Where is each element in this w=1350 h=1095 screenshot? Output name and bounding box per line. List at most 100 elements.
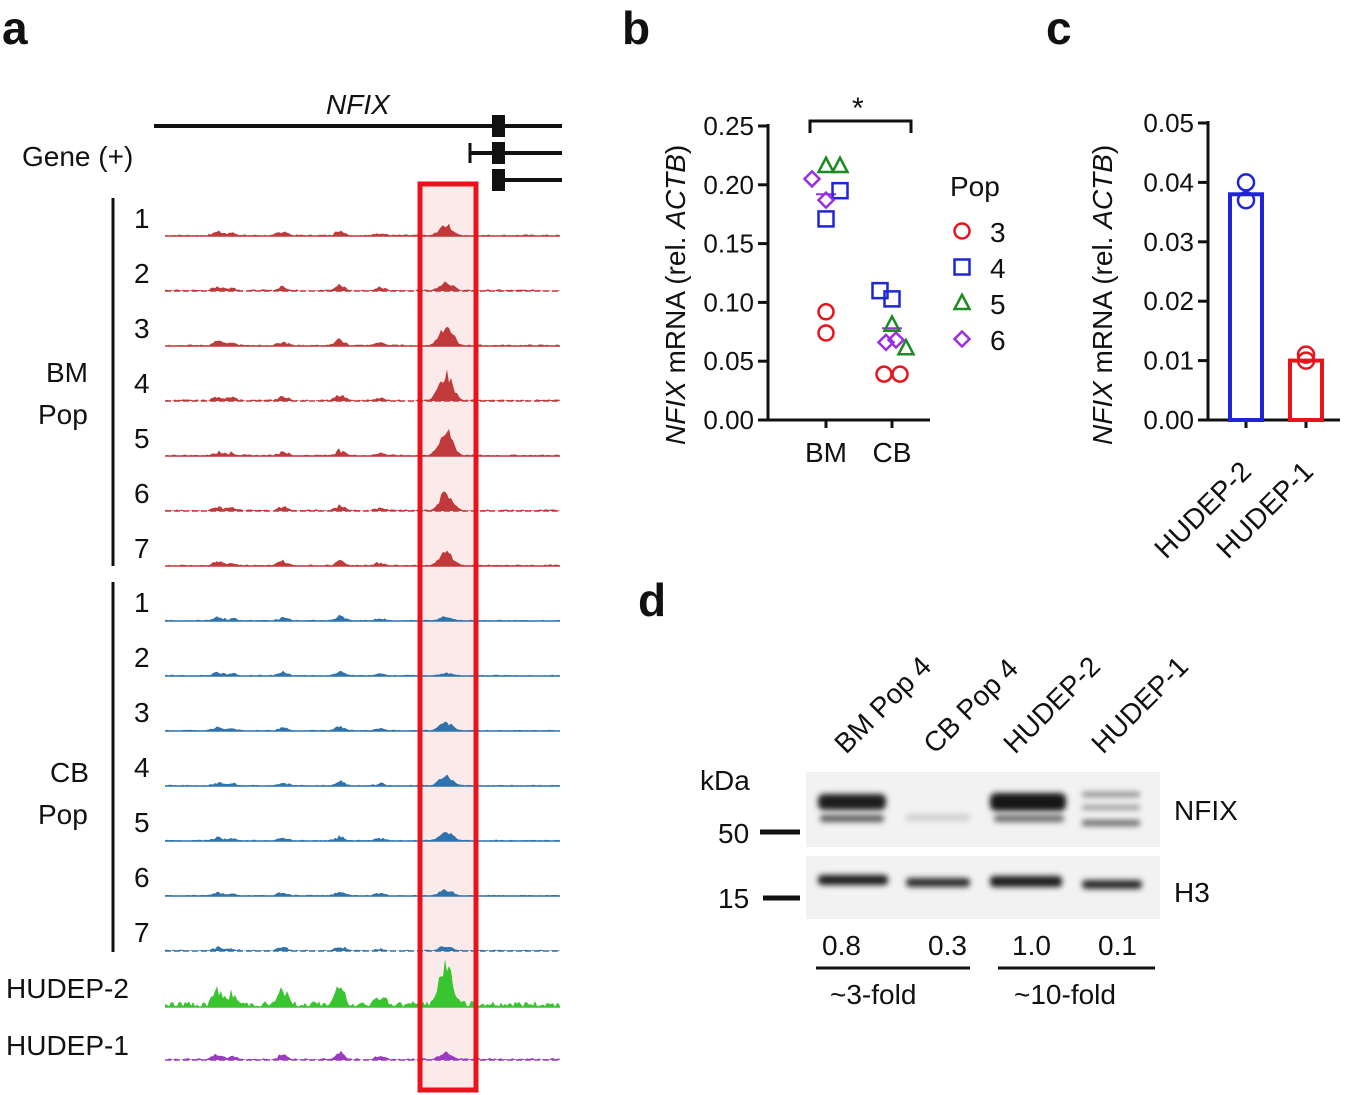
panel-label-b: b	[622, 2, 650, 54]
b-xtick-label: CB	[873, 437, 912, 468]
c-point	[1296, 351, 1316, 370]
legend-title: Pop	[950, 171, 1000, 202]
nfix-band-cb	[906, 814, 970, 821]
c-ytick-label: 0.04	[1143, 167, 1194, 197]
track-signal	[165, 1050, 560, 1060]
c-ytick-label: 0.00	[1143, 405, 1194, 435]
b-point-pop-6	[876, 333, 896, 352]
c-ytick-label: 0.03	[1143, 227, 1194, 257]
b-ytick-label: 0.25	[703, 111, 754, 141]
h3-band-cb	[906, 878, 970, 887]
b-xtick-label: BM	[805, 437, 847, 468]
b-point-pop-5	[830, 155, 850, 174]
exon-block-3	[492, 169, 505, 191]
c-ytick-label: 0.02	[1143, 286, 1194, 316]
track-signal	[165, 832, 560, 841]
marker-15-label: 15	[718, 883, 749, 914]
cb-track-number: 1	[134, 587, 150, 618]
cb-track-number: 2	[134, 642, 150, 673]
lane-label: HUDEP-1	[1085, 650, 1194, 759]
bm-group-label-line1: BM	[46, 357, 88, 388]
track-signal	[165, 429, 560, 456]
panel-c-axes: 0.00 0.01 0.02 0.03 0.04 0.05	[1143, 108, 1340, 435]
track-signal	[165, 670, 560, 676]
exon-block-1	[492, 115, 505, 137]
panel-label-d: d	[638, 574, 666, 626]
exon-block-2	[492, 142, 505, 164]
b-ytick-label: 0.10	[703, 287, 754, 317]
significance-bracket	[808, 119, 913, 133]
b-point-pop-3	[817, 303, 835, 321]
b-ytick-label: 0.20	[703, 170, 754, 200]
b-ytick-label: 0.15	[703, 229, 754, 259]
c-point	[1296, 345, 1316, 364]
panel-b-points	[802, 155, 916, 383]
legend-label-pop-5: 5	[990, 289, 1006, 320]
bm-track-number: 4	[134, 368, 150, 399]
c-point	[1236, 173, 1256, 192]
cb-group-label-line2: Pop	[38, 799, 88, 830]
b-point-pop-5	[816, 155, 836, 174]
b-point-pop-5	[882, 313, 902, 332]
h3-band-hudep2	[990, 876, 1062, 887]
significance-star: *	[852, 92, 864, 125]
panel-b-scatter: NFIX mRNA (rel. ACTB) 0.000.050.100.150.…	[660, 92, 1006, 468]
nfix-band-hudep1-a	[1082, 792, 1140, 797]
bm-group-label-line2: Pop	[38, 399, 88, 430]
nfix-band-bm-lower	[820, 815, 884, 822]
marker-50-label: 50	[718, 818, 749, 849]
c-point	[1236, 190, 1256, 210]
c-ytick-label: 0.01	[1143, 346, 1194, 376]
b-ytick-label: 0.05	[703, 346, 754, 376]
peak-highlight-shade	[420, 184, 476, 1090]
track-signal	[165, 946, 560, 951]
cb-group-label-line1: CB	[50, 757, 89, 788]
panel-c-bar: NFIX mRNA (rel. ACTB) 0.000.010.020.030.…	[1087, 108, 1340, 564]
quant-value: 0.3	[928, 930, 967, 961]
b-point-pop-6	[886, 330, 906, 350]
b-point-pop-4	[883, 290, 901, 308]
nfix-band-hudep1-c	[1082, 820, 1140, 826]
bm-track-number: 7	[134, 533, 150, 564]
bm-track-number: 3	[134, 313, 150, 344]
legend-label-pop-6: 6	[990, 325, 1006, 356]
fold-change-label: ~3-fold	[830, 979, 916, 1010]
gene-models	[154, 115, 562, 191]
bm-track-number: 5	[134, 423, 150, 454]
cb-track-number: 7	[134, 917, 150, 948]
nfix-bands	[818, 792, 1140, 826]
quant-value: 0.8	[822, 930, 861, 961]
nfix-band-hudep2-lower	[994, 815, 1064, 822]
band-label-h3: H3	[1174, 877, 1210, 908]
b-point-pop-5	[896, 337, 916, 356]
gene-track-label: Gene (+)	[22, 141, 133, 172]
bm-track-number: 1	[134, 203, 150, 234]
h3-band-hudep1	[1082, 880, 1142, 889]
track-signal	[165, 889, 560, 896]
bm-track-number: 2	[134, 258, 150, 289]
track-signal	[165, 614, 560, 621]
hudep1-track-label: HUDEP-1	[6, 1030, 129, 1061]
b-point-pop-3	[891, 365, 909, 383]
nfix-band-hudep1-b	[1082, 805, 1140, 810]
b-point-pop-3	[817, 324, 835, 342]
track-signal	[165, 721, 560, 731]
legend-label-pop-4: 4	[990, 253, 1006, 284]
c-bar-hudep-1	[1288, 358, 1324, 423]
hudep2-track-label: HUDEP-2	[6, 973, 129, 1004]
peak-highlight-box	[417, 181, 479, 1093]
legend-marker-pop-5	[952, 292, 972, 311]
legend-marker-pop-6	[952, 329, 972, 349]
b-point-pop-6	[816, 190, 836, 210]
b-point-pop-6	[802, 169, 822, 189]
c-bar-hudep-2	[1228, 192, 1264, 422]
bm-track-number: 6	[134, 478, 150, 509]
cb-track-number: 6	[134, 862, 150, 893]
panel-label-a: a	[2, 2, 28, 54]
c-ytick-label: 0.05	[1143, 108, 1194, 138]
b-point-pop-3	[875, 365, 893, 383]
nfix-band-bm-upper	[818, 794, 886, 810]
quant-value: 1.0	[1012, 930, 1051, 961]
b-point-pop-4	[831, 181, 849, 200]
